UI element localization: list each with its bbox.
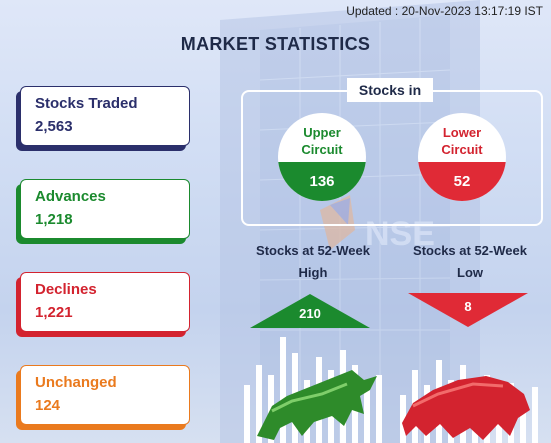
week52-low-label: Stocks at 52-Week Low [405, 240, 535, 284]
declines-card[interactable]: Declines 1,221 [20, 272, 190, 332]
advances-card[interactable]: Advances 1,218 [20, 179, 190, 239]
updated-timestamp: Updated : 20-Nov-2023 13:17:19 IST [346, 4, 543, 18]
upper-circuit-badge[interactable]: Upper Circuit 136 [278, 113, 366, 201]
advances-value: 1,218 [35, 211, 73, 228]
bear-icon [402, 376, 530, 440]
lower-circuit-label-line2: Circuit [441, 141, 483, 157]
week52-high-label: Stocks at 52-Week High [248, 240, 378, 284]
week52-low-down-triangle[interactable] [408, 293, 528, 327]
week52-low-value: 8 [464, 299, 472, 314]
week52-high-up-triangle[interactable] [250, 294, 370, 328]
week52-low-label-line2: Low [457, 265, 483, 280]
unchanged-value: 124 [35, 397, 61, 414]
upper-circuit-value: 136 [278, 162, 366, 201]
declines-label: Declines [35, 281, 97, 298]
page-title: MARKET STATISTICS [180, 34, 371, 54]
week52-low-label-line1: Stocks at 52-Week [413, 243, 527, 258]
upper-circuit-label-line1: Upper [303, 124, 341, 140]
week52-high-label-line1: Stocks at 52-Week [256, 243, 370, 258]
bull-icon [257, 370, 377, 440]
nse-logo-icon: NSE [320, 195, 435, 253]
stocks-traded-label: Stocks Traded [35, 95, 138, 112]
unchanged-card[interactable]: Unchanged 124 [20, 365, 190, 425]
week52-high-label-line2: High [298, 265, 328, 280]
week52-high-value: 210 [299, 306, 321, 321]
lower-circuit-badge[interactable]: Lower Circuit 52 [418, 113, 506, 201]
svg-text:NSE: NSE [365, 215, 435, 253]
stocks-traded-value: 2,563 [35, 118, 73, 135]
upper-circuit-label-line2: Circuit [301, 141, 343, 157]
stocks-traded-card[interactable]: Stocks Traded 2,563 [20, 86, 190, 146]
lower-circuit-value: 52 [418, 162, 506, 201]
stocks-in-title: Stocks in [347, 78, 433, 102]
advances-label: Advances [35, 188, 106, 205]
unchanged-label: Unchanged [35, 374, 117, 391]
declines-value: 1,221 [35, 304, 73, 321]
lower-circuit-label-line1: Lower [442, 124, 482, 140]
